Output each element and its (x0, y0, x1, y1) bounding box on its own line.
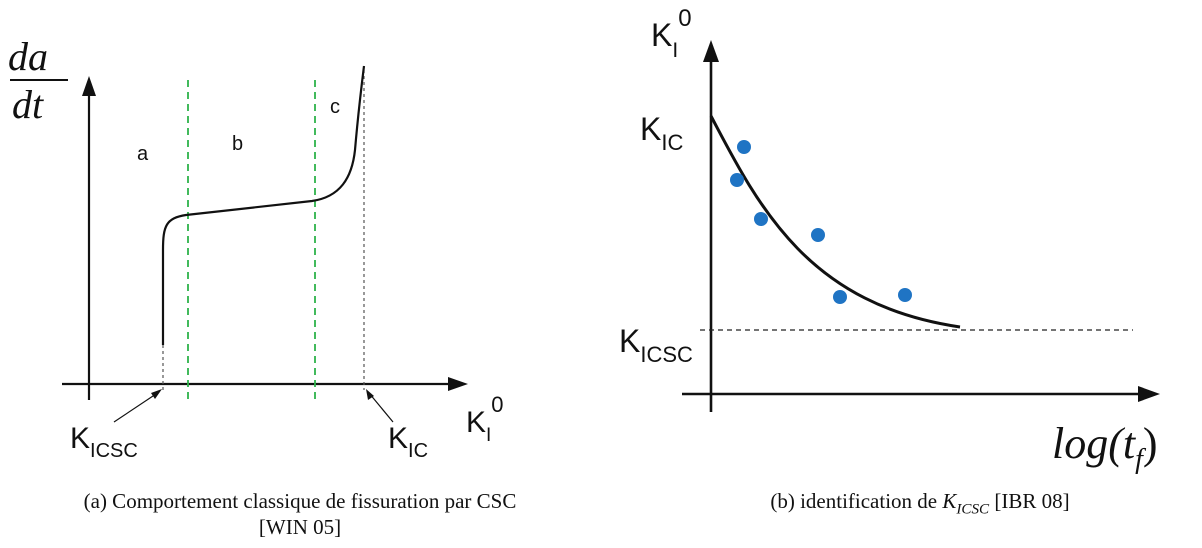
caption-b: (b) identification de KICSC [IBR 08] (640, 488, 1200, 522)
caption-b-variable: KICSC (942, 489, 990, 518)
pointer-ic-arrow-icon (366, 389, 374, 400)
caption-b-prefix: (b) identification de (770, 489, 938, 513)
data-point (811, 228, 825, 242)
panel-b-ylabel: KI0 (651, 5, 692, 62)
panel-b-xlabel: log(tf) (1052, 419, 1158, 475)
region-label-c: c (330, 96, 340, 118)
panel-b: KI0 KIC KICSC log(tf) (619, 5, 1160, 475)
panel-a-ylabel-denominator: dt (12, 82, 44, 127)
caption-a-line1: (a) Comportement classique de fissuratio… (83, 489, 517, 513)
pointer-icsc-arrow-icon (151, 389, 162, 399)
caption-a: (a) Comportement classique de fissuratio… (0, 488, 600, 540)
data-point (754, 212, 768, 226)
crack-growth-curve (161, 65, 366, 345)
label-kic: KIC (388, 422, 428, 462)
data-point (730, 173, 744, 187)
panel-b-label-kicsc: KICSC (619, 323, 693, 367)
label-kicsc: KICSC (70, 422, 138, 462)
panel-b-y-arrow-icon (703, 40, 719, 62)
panel-a-y-arrow-icon (82, 76, 96, 96)
panel-b-x-arrow-icon (1138, 386, 1160, 402)
panel-a: a b c da dt KI0 KICSC KIC (8, 34, 504, 462)
pointer-icsc (113, 391, 160, 423)
data-point (833, 290, 847, 304)
data-point (898, 288, 912, 302)
panel-b-label-kic: KIC (640, 111, 683, 155)
fit-curve (709, 115, 961, 329)
pointer-ic (368, 392, 394, 423)
region-label-b: b (232, 133, 243, 155)
region-label-a: a (137, 143, 149, 165)
data-point (737, 140, 751, 154)
panel-a-ylabel-numerator: da (8, 34, 48, 79)
caption-a-line2: [WIN 05] (258, 515, 342, 539)
panel-a-xlabel: KI0 (466, 392, 504, 446)
panel-a-x-arrow-icon (448, 377, 468, 391)
caption-b-suffix: [IBR 08] (994, 489, 1070, 513)
